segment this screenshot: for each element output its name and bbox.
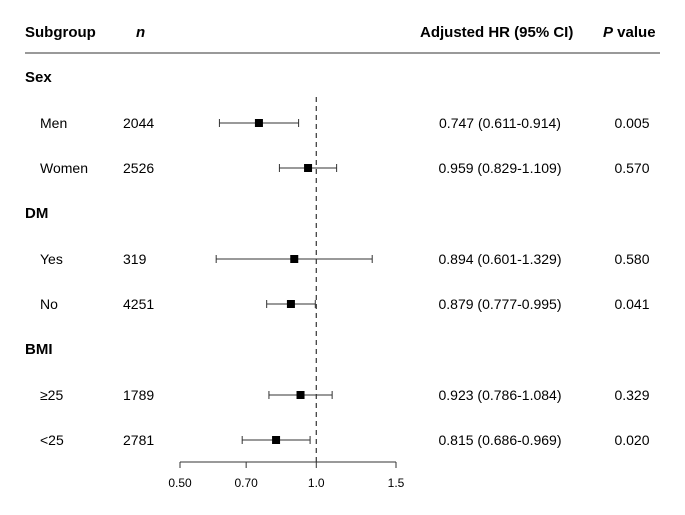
row-hr-ci: 0.879 (0.777-0.995)	[439, 296, 562, 312]
row-hr-ci: 0.747 (0.611-0.914)	[439, 115, 561, 131]
row-hr-ci: 0.894 (0.601-1.329)	[439, 251, 562, 267]
group-label-0: Sex	[25, 69, 52, 86]
row-n: 2781	[123, 432, 154, 448]
row-n: 1789	[123, 387, 154, 403]
row-p-value: 0.329	[614, 387, 649, 403]
row-p-value: 0.005	[614, 115, 649, 131]
x-tick-label: 1.5	[388, 476, 405, 490]
hr-point	[296, 391, 305, 399]
group-label-1: DM	[25, 205, 48, 222]
row-n: 2526	[123, 160, 154, 176]
header-p-italic: P	[603, 24, 614, 41]
row-label: Men	[40, 115, 67, 131]
hr-point	[286, 300, 295, 308]
row-hr-ci: 0.923 (0.786-1.084)	[439, 387, 562, 403]
row-hr-ci: 0.815 (0.686-0.969)	[439, 432, 562, 448]
row-p-value: 0.041	[614, 296, 649, 312]
hr-point	[272, 436, 281, 444]
x-tick-label: 0.70	[234, 476, 258, 490]
header-p-value: P value	[603, 24, 656, 41]
row-n: 4251	[123, 296, 154, 312]
forest-body: Sex Men 2044 0.747 (0.611-0.914) 0.005 Women 2…	[25, 69, 650, 490]
row-label: ≥25	[40, 387, 63, 403]
hr-point	[290, 255, 299, 263]
row-p-value: 0.020	[614, 432, 649, 448]
row-label: No	[40, 296, 58, 312]
x-tick-label: 0.50	[168, 476, 192, 490]
x-tick-label: 1.0	[308, 476, 325, 490]
row-p-value: 0.570	[614, 160, 649, 176]
header-hr: Adjusted HR (95% CI)	[420, 24, 573, 41]
row-label: Yes	[40, 251, 63, 267]
group-label-2: BMI	[25, 341, 53, 358]
header-n: n	[136, 24, 145, 41]
row-label: <25	[40, 432, 64, 448]
row-label: Women	[40, 160, 88, 176]
header-subgroup: Subgroup	[25, 24, 96, 41]
hr-point	[254, 119, 263, 127]
hr-point	[304, 164, 313, 172]
row-n: 319	[123, 251, 147, 267]
row-p-value: 0.580	[614, 251, 649, 267]
row-n: 2044	[123, 115, 154, 131]
header-p-rest: value	[613, 24, 656, 41]
row-hr-ci: 0.959 (0.829-1.109)	[439, 160, 562, 176]
